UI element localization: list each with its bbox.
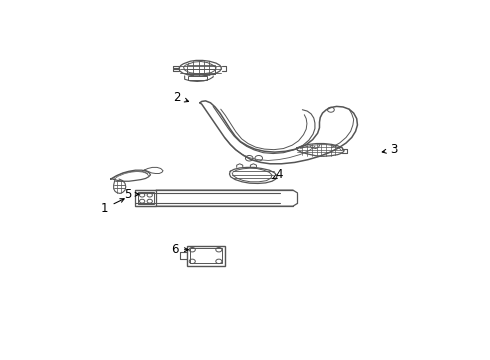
Bar [187,65,215,74]
Text: 2: 2 [173,91,189,104]
Text: 1: 1 [101,199,124,215]
Text: 6: 6 [172,243,188,256]
Bar [189,76,207,80]
Text: 5: 5 [124,188,139,201]
Bar [135,190,156,206]
Bar [138,192,154,204]
Text: 3: 3 [382,143,397,157]
Text: 4: 4 [273,168,283,181]
Bar [187,246,224,266]
Bar [190,248,221,263]
Bar [187,69,215,74]
